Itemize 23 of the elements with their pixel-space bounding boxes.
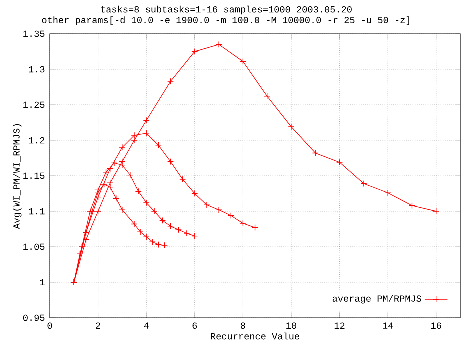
y-tick-label: 1.05 — [24, 244, 45, 250]
x-tick-label: 14 — [383, 322, 394, 329]
chart-subtitle: other params[-d 10.0 -e 1900.0 -m 100.0 -M 10000.0 -r 25 -u 50 -z] — [42, 16, 410, 26]
x-tick-label: 12 — [334, 322, 345, 329]
y-tick-label: 1.15 — [24, 172, 45, 180]
y-tick-label: 1 — [40, 279, 45, 286]
y-tick-label: 1.3 — [29, 66, 45, 73]
y-tick-label: 0.95 — [23, 314, 45, 322]
x-tick-label: 0 — [48, 322, 52, 330]
y-tick-label: 1.1 — [29, 208, 45, 215]
x-axis-title: Recurrence Value — [211, 332, 300, 340]
legend-label: average PM/RPMJS — [332, 295, 422, 304]
y-tick-label: 1.2 — [29, 137, 45, 144]
y-axis-title: Avg(WI_PM/WI_RPMJS) — [13, 124, 22, 230]
y-tick-label: 1.25 — [24, 102, 45, 108]
x-tick-label: 6 — [192, 322, 198, 330]
x-tick-label: 4 — [144, 322, 149, 329]
x-tick-label: 16 — [431, 322, 442, 330]
y-tick-label: 1.35 — [24, 30, 45, 38]
x-tick-label: 10 — [286, 322, 297, 330]
x-tick-label: 8 — [241, 322, 246, 330]
x-tick-label: 2 — [96, 322, 100, 329]
chart-title: tasks=8 subtasks=1-16 samples=1000 2003.05.20 — [101, 6, 352, 15]
